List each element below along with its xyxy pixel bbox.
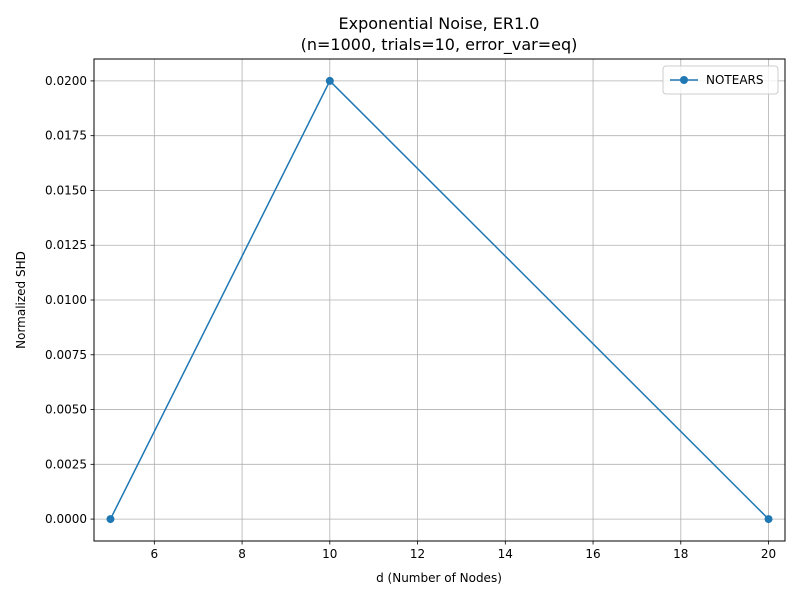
y-tick-label: 0.0000 xyxy=(45,512,87,526)
y-tick-label: 0.0150 xyxy=(45,183,87,197)
x-tick-label: 6 xyxy=(151,547,159,561)
y-tick-label: 0.0200 xyxy=(45,74,87,88)
data-point xyxy=(106,515,115,524)
chart-title: Exponential Noise, ER1.0 xyxy=(339,14,540,33)
x-tick-label: 18 xyxy=(673,547,688,561)
y-tick-label: 0.0075 xyxy=(45,348,87,362)
x-tick-label: 12 xyxy=(410,547,425,561)
legend: NOTEARS xyxy=(662,65,779,95)
legend-marker xyxy=(680,76,688,84)
legend-label-notears: NOTEARS xyxy=(706,73,764,87)
y-tick-label: 0.0175 xyxy=(45,129,87,143)
y-tick-label: 0.0050 xyxy=(45,403,87,417)
y-tick-label: 0.0025 xyxy=(45,457,87,471)
x-tick-label: 10 xyxy=(322,547,337,561)
x-tick-label: 20 xyxy=(761,547,776,561)
data-point xyxy=(764,515,773,524)
x-tick-label: 8 xyxy=(238,547,246,561)
y-tick-label: 0.0125 xyxy=(45,238,87,252)
y-axis-label: Normalized SHD xyxy=(14,251,28,349)
legend-box xyxy=(662,65,779,95)
series-layer xyxy=(106,76,773,524)
y-tick-label: 0.0100 xyxy=(45,293,87,307)
axis-ticks: 6 8 10 12 14 16 18 20 0.0000 0.0025 0.0050 0.0075 0.… xyxy=(45,74,776,561)
x-tick-label: 16 xyxy=(585,547,600,561)
x-axis-label: d (Number of Nodes) xyxy=(376,571,502,585)
x-tick-label: 14 xyxy=(498,547,513,561)
chart-subtitle: (n=1000, trials=10, error_var=eq) xyxy=(301,35,578,55)
grid xyxy=(94,59,785,541)
data-point xyxy=(325,76,334,85)
